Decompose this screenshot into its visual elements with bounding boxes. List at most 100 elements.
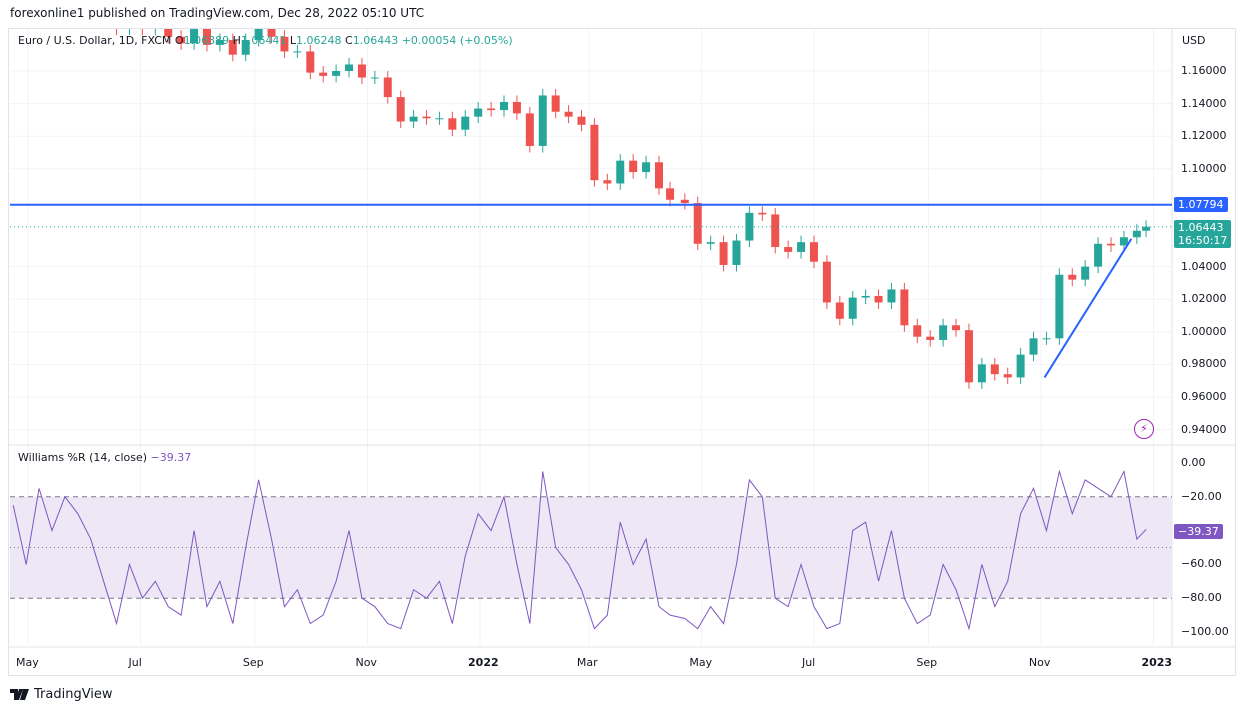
- price-tick: 0.98000: [1181, 357, 1227, 371]
- candle-body: [345, 64, 354, 71]
- time-tick: Sep: [242, 656, 264, 669]
- open-label: O: [174, 34, 184, 47]
- wr-tick: 0.00: [1181, 456, 1206, 469]
- candle-body: [267, 29, 276, 37]
- candle-body: [215, 40, 224, 45]
- price-tick: 1.04000: [1181, 259, 1227, 273]
- symbol-name[interactable]: Euro / U.S. Dollar, 1D, FXCM: [18, 34, 172, 47]
- candle-body: [177, 36, 186, 44]
- candle-body: [409, 116, 418, 122]
- wr-tick: −20.00: [1181, 489, 1222, 503]
- tradingview-logo-icon: [10, 689, 29, 700]
- candle-body: [719, 242, 728, 265]
- candle-body: [538, 95, 547, 146]
- indicator-legend[interactable]: Williams %R (14, close) −39.37: [18, 451, 191, 464]
- candle-body: [164, 29, 173, 37]
- price-tick: 1.16000: [1181, 64, 1227, 77]
- candle-body: [306, 51, 315, 73]
- last-price: 1.06443: [1178, 221, 1224, 234]
- low-label: L: [289, 34, 297, 47]
- candle-body: [835, 302, 844, 319]
- symbol-legend: Euro / U.S. Dollar, 1D, FXCM O1.06389 H1…: [18, 34, 513, 47]
- wr-value-tag: −39.37: [1174, 524, 1223, 539]
- price-tick: 1.12000: [1181, 129, 1227, 143]
- candle-body: [809, 242, 818, 262]
- candle-body: [590, 124, 599, 181]
- bar-countdown: 16:50:17: [1178, 234, 1228, 247]
- price-tick: 0.94000: [1181, 422, 1227, 436]
- published-caption: forexonline1 published on TradingView.co…: [10, 6, 425, 20]
- currency-label: USD: [1182, 34, 1206, 47]
- candle-body: [474, 108, 483, 117]
- candle-body: [666, 188, 675, 200]
- time-tick: Sep: [916, 656, 938, 669]
- time-tick: May: [16, 656, 39, 669]
- candle-body: [1107, 243, 1116, 246]
- candle-body: [952, 325, 961, 331]
- wr-tick: −100.00: [1181, 625, 1229, 638]
- candle-body: [1003, 374, 1012, 378]
- candle-body: [706, 242, 715, 244]
- wr-tick: −80.00: [1181, 591, 1222, 605]
- candle-body: [280, 36, 289, 52]
- candle-body: [642, 162, 651, 173]
- candle-body: [551, 95, 560, 112]
- candle-body: [319, 72, 328, 76]
- candle-body: [616, 160, 625, 184]
- candle-body: [138, 17, 146, 28]
- last-price-tag: 1.06443 16:50:17: [1174, 220, 1232, 248]
- high-label: H: [232, 34, 241, 47]
- candle-body: [629, 160, 638, 173]
- low-value: 1.06248: [296, 34, 342, 47]
- candle-body: [654, 162, 663, 189]
- candle-body: [900, 289, 909, 326]
- candle-body: [913, 325, 922, 337]
- candle-body: [964, 330, 973, 383]
- candle-body: [564, 111, 573, 117]
- price-tick: 1.00000: [1181, 324, 1227, 338]
- price-tick: 1.02000: [1181, 292, 1227, 306]
- candle-body: [861, 295, 870, 298]
- candle-body: [500, 101, 509, 111]
- candle-body: [396, 97, 405, 122]
- candle-body: [487, 108, 496, 111]
- close-value: 1.06443: [352, 34, 399, 47]
- candle-body: [822, 261, 831, 303]
- tradingview-brand: TradingView: [10, 687, 113, 702]
- time-tick: 2022: [468, 656, 499, 669]
- candle-body: [22, 0, 30, 3]
- candle-body: [977, 364, 986, 383]
- candle-body: [745, 212, 754, 241]
- trendline: [1043, 238, 1133, 378]
- candle-body: [151, 27, 159, 29]
- candle-body: [577, 116, 586, 125]
- price-tick: 1.10000: [1181, 161, 1227, 175]
- candle-body: [228, 40, 237, 55]
- level-price-tag: 1.07794: [1174, 197, 1228, 212]
- candle-body: [926, 336, 935, 340]
- time-tick: Nov: [355, 656, 377, 669]
- candle-body: [732, 240, 741, 265]
- high-value: 1.06441: [240, 34, 287, 47]
- time-tick: Nov: [1028, 656, 1051, 669]
- candle-body: [125, 17, 133, 28]
- time-tick: 2023: [1141, 656, 1173, 669]
- candle-body: [357, 64, 366, 78]
- candle-body: [293, 51, 302, 53]
- candle-body: [190, 29, 199, 44]
- candle-body: [990, 364, 999, 375]
- candle-body: [771, 214, 780, 248]
- candle-body: [693, 203, 702, 244]
- lightning-icon[interactable]: ⚡: [1134, 419, 1154, 439]
- candle-body: [874, 295, 883, 303]
- candle-body: [241, 40, 250, 55]
- candle-body: [113, 0, 121, 29]
- candle-body: [254, 29, 263, 41]
- chart-frame: [8, 28, 1236, 676]
- candle-body: [603, 180, 612, 184]
- candle-body: [848, 297, 857, 319]
- candle-body: [1081, 266, 1090, 280]
- candle-body: [461, 116, 470, 130]
